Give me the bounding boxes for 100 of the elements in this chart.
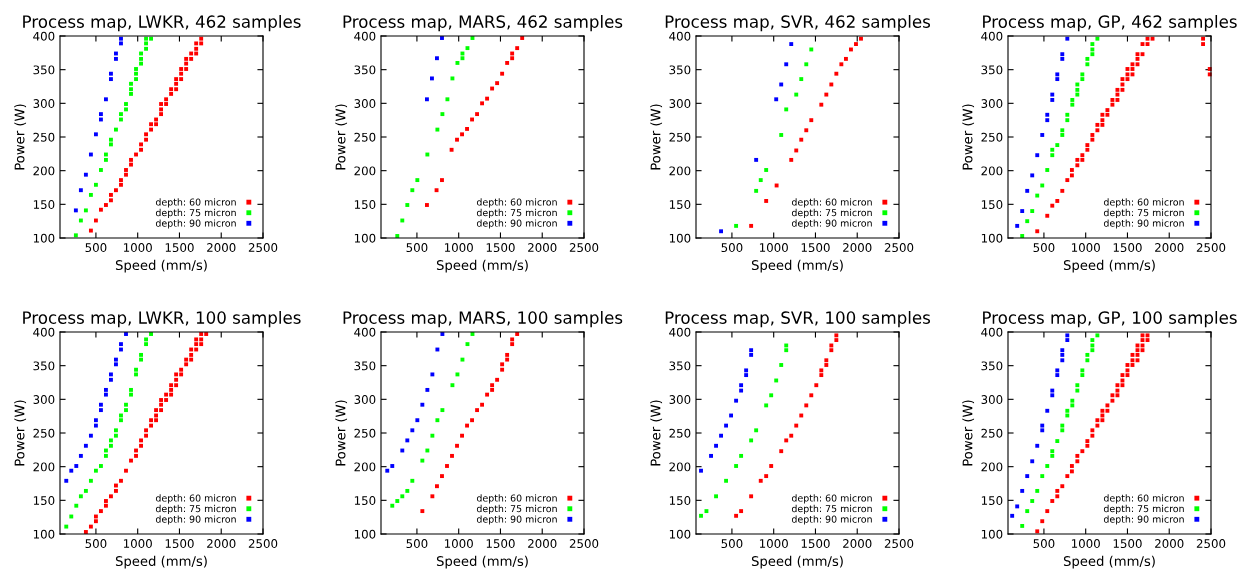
chart-title: Process map, LWKR, 462 samples xyxy=(23,15,301,32)
x-tick-label: 2500 xyxy=(569,539,599,548)
x-tick-label: 500 xyxy=(721,243,743,252)
x-tick-label: 2000 xyxy=(207,539,236,548)
y-axis-title: Power (W) xyxy=(962,104,975,170)
y-tick-label: 400 xyxy=(354,327,376,337)
x-tick-label: 500 xyxy=(406,243,428,252)
legend-label: depth: 90 micron xyxy=(1103,515,1184,525)
x-tick-label: 1500 xyxy=(165,539,194,548)
y-tick-label: 200 xyxy=(981,166,1003,176)
x-tick-label: 1000 xyxy=(759,243,788,252)
y-tick-label: 150 xyxy=(981,496,1003,505)
x-tick-label: 2000 xyxy=(843,243,872,252)
x-tick-label: 2500 xyxy=(248,539,278,548)
y-tick-label: 250 xyxy=(33,132,55,142)
y-tick-label: 350 xyxy=(354,65,376,75)
y-tick-label: 150 xyxy=(354,496,376,505)
y-tick-label: 200 xyxy=(669,166,691,176)
legend-label: depth: 75 micron xyxy=(476,208,557,218)
legend-label: depth: 90 micron xyxy=(155,515,236,525)
y-tick-label: 350 xyxy=(981,65,1003,75)
x-tick-label: 2000 xyxy=(1155,243,1184,252)
y-tick-label: 150 xyxy=(33,496,55,505)
x-tick-label: 500 xyxy=(85,539,107,548)
x-tick-label: 2500 xyxy=(884,539,914,548)
y-tick-label: 350 xyxy=(33,65,55,75)
legend-label: depth: 90 micron xyxy=(791,219,872,229)
y-tick-label: 100 xyxy=(33,233,55,243)
x-tick-label: 1500 xyxy=(801,243,830,252)
x-tick-label: 1500 xyxy=(801,539,830,548)
x-axis-title: Speed (mm/s) xyxy=(115,259,207,273)
legend-label: depth: 60 micron xyxy=(1103,494,1184,504)
y-axis-title: Power (W) xyxy=(962,400,975,466)
x-tick-label: 2000 xyxy=(1155,539,1184,548)
y-tick-label: 400 xyxy=(669,31,691,41)
y-axis-title: Power (W) xyxy=(14,104,27,170)
y-tick-label: 350 xyxy=(981,361,1003,371)
x-tick-label: 1500 xyxy=(486,243,515,252)
chart-title: Process map, MARS, 100 samples xyxy=(343,311,623,328)
y-tick-label: 300 xyxy=(669,395,691,404)
y-tick-label: 250 xyxy=(981,428,1003,438)
x-tick-label: 2500 xyxy=(1196,243,1226,252)
y-tick-label: 100 xyxy=(981,529,1003,539)
legend-label: depth: 75 micron xyxy=(155,208,236,218)
x-tick-label: 2000 xyxy=(207,243,236,252)
legend-label: depth: 90 micron xyxy=(476,515,557,525)
chart-title: Process map, LWKR, 100 samples xyxy=(23,311,301,328)
x-tick-label: 1000 xyxy=(1071,539,1100,548)
y-tick-label: 150 xyxy=(669,496,691,505)
legend-label: depth: 90 micron xyxy=(155,219,236,229)
chart-title: Process map, GP, 462 samples xyxy=(983,15,1237,32)
y-tick-label: 400 xyxy=(33,31,55,41)
y-tick-label: 200 xyxy=(33,166,55,176)
y-tick-label: 400 xyxy=(981,327,1003,337)
legend-label: depth: 60 micron xyxy=(155,494,236,504)
x-tick-label: 2000 xyxy=(528,539,557,548)
y-tick-label: 150 xyxy=(33,200,55,209)
chart-title: Process map, SVR, 462 samples xyxy=(665,15,931,32)
x-tick-label: 1000 xyxy=(123,243,152,252)
legend-label: depth: 75 micron xyxy=(791,208,872,218)
x-axis-title: Speed (mm/s) xyxy=(436,259,528,273)
y-tick-label: 200 xyxy=(33,462,55,472)
y-axis-title: Power (W) xyxy=(14,400,27,466)
legend-label: depth: 75 micron xyxy=(1103,504,1184,514)
y-tick-label: 400 xyxy=(354,31,376,41)
y-tick-label: 350 xyxy=(669,361,691,371)
x-tick-label: 1000 xyxy=(123,539,152,548)
y-tick-label: 100 xyxy=(669,233,691,243)
x-axis-title: Speed (mm/s) xyxy=(1063,259,1155,273)
legend-label: depth: 90 micron xyxy=(1103,219,1184,229)
x-tick-label: 2500 xyxy=(248,243,278,252)
legend-label: depth: 75 micron xyxy=(155,504,236,514)
x-tick-label: 500 xyxy=(1033,539,1055,548)
y-tick-label: 200 xyxy=(981,462,1003,472)
y-tick-label: 300 xyxy=(354,395,376,404)
x-tick-label: 1500 xyxy=(1113,539,1142,548)
x-tick-label: 2000 xyxy=(528,243,557,252)
y-tick-label: 150 xyxy=(981,200,1003,209)
chart-title: Process map, MARS, 462 samples xyxy=(343,15,623,32)
legend-label: depth: 75 micron xyxy=(1103,208,1184,218)
legend-label: depth: 75 micron xyxy=(476,504,557,514)
y-tick-label: 250 xyxy=(669,428,691,438)
x-axis-title: Speed (mm/s) xyxy=(751,259,843,273)
y-tick-label: 100 xyxy=(354,233,376,243)
legend-label: depth: 60 micron xyxy=(155,198,236,208)
chart-title: Process map, GP, 100 samples xyxy=(983,311,1237,328)
x-tick-label: 500 xyxy=(406,539,428,548)
y-tick-label: 200 xyxy=(354,462,376,472)
y-tick-label: 100 xyxy=(354,529,376,539)
x-tick-label: 500 xyxy=(1033,243,1055,252)
legend-label: depth: 60 micron xyxy=(791,494,872,504)
y-tick-label: 300 xyxy=(981,99,1003,108)
x-tick-label: 1000 xyxy=(759,539,788,548)
x-tick-label: 2500 xyxy=(1196,539,1226,548)
y-tick-label: 150 xyxy=(669,200,691,209)
legend-label: depth: 90 micron xyxy=(791,515,872,525)
legend-label: depth: 60 micron xyxy=(476,494,557,504)
x-tick-label: 1000 xyxy=(1071,243,1100,252)
y-tick-label: 400 xyxy=(981,31,1003,41)
x-axis-title: Speed (mm/s) xyxy=(436,555,528,569)
